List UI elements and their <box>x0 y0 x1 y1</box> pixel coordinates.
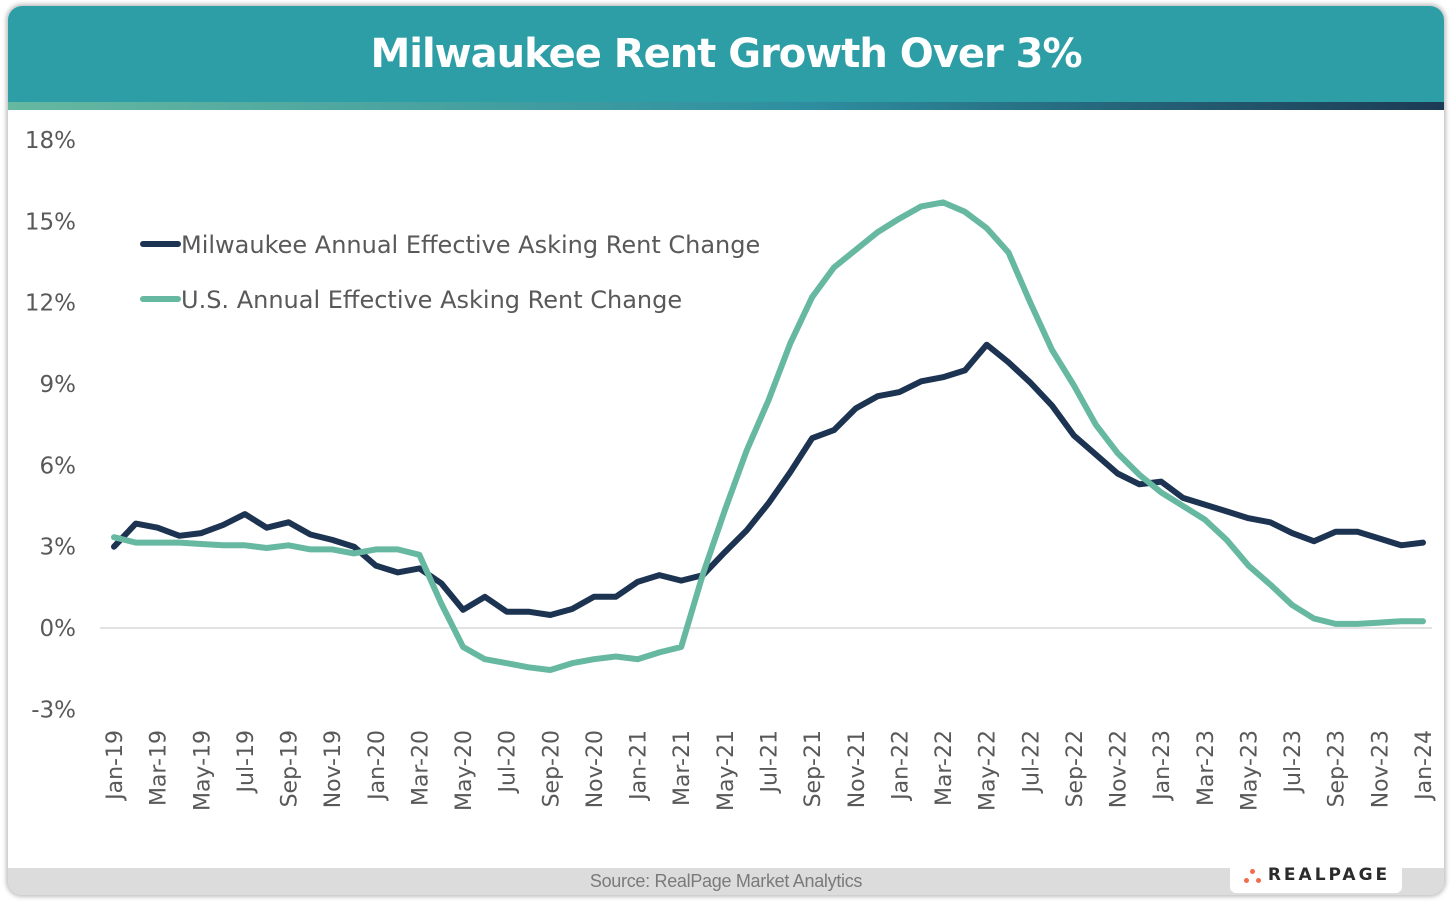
x-tick-label: May-23 <box>1237 730 1262 811</box>
y-tick-label: 15% <box>25 209 76 235</box>
y-tick-label: 0% <box>40 616 77 642</box>
x-tick-label: Jan-24 <box>1412 730 1437 802</box>
x-tick-label: May-20 <box>452 730 477 811</box>
x-tick-label: May-22 <box>976 730 1001 811</box>
logo-text: REALPAGE <box>1267 865 1391 885</box>
y-tick-label: 12% <box>25 291 76 317</box>
x-tick-label: Mar-23 <box>1194 730 1219 806</box>
milwaukee-series-line <box>111 341 1426 618</box>
y-tick-label: 3% <box>40 535 77 561</box>
x-tick-label: Jan-22 <box>888 730 913 802</box>
x-tick-label: Nov-19 <box>321 730 346 808</box>
x-tick-label: Jul-21 <box>758 730 783 794</box>
x-tick-label: Jul-23 <box>1281 730 1306 794</box>
x-tick-label: May-21 <box>714 730 739 811</box>
x-tick-label: Jul-19 <box>234 730 259 794</box>
x-tick-label: Sep-20 <box>539 730 564 807</box>
x-tick-label: Mar-19 <box>147 730 172 806</box>
us-series-line <box>111 199 1426 673</box>
x-tick-label: Sep-22 <box>1063 730 1088 807</box>
x-tick-label: Jan-21 <box>627 730 652 802</box>
chart-title: Milwaukee Rent Growth Over 3% <box>370 31 1082 77</box>
y-tick-label: 6% <box>40 453 77 479</box>
x-tick-label: Nov-21 <box>845 730 870 808</box>
x-tick-label: Sep-21 <box>801 730 826 807</box>
x-tick-label: Sep-23 <box>1325 730 1350 807</box>
x-tick-label: Nov-22 <box>1107 730 1132 808</box>
title-accent-strip <box>8 102 1444 110</box>
x-axis: Jan-19 Mar-19 May-19 Jul-19 Sep-19 Nov-19 Jan-… <box>103 730 1437 811</box>
y-tick-label: 9% <box>40 372 77 398</box>
title-bar: Milwaukee Rent Growth Over 3% <box>8 6 1444 102</box>
x-tick-label: Jan-19 <box>103 730 128 802</box>
chart-card: Milwaukee Rent Growth Over 3% Source: Re… <box>8 6 1444 895</box>
x-tick-label: Jul-20 <box>496 730 521 794</box>
source-note: Source: RealPage Market Analytics <box>589 871 863 891</box>
legend: Milwaukee Annual Effective Asking Rent C… <box>140 231 760 314</box>
legend-label-milwaukee: Milwaukee Annual Effective Asking Rent C… <box>181 231 760 259</box>
x-tick-label: Mar-20 <box>408 730 433 806</box>
y-axis: -3% 0% 3% 6% 9% 12% 15% 18% <box>25 128 76 723</box>
legend-label-us: U.S. Annual Effective Asking Rent Change <box>181 286 682 314</box>
y-tick-label: 18% <box>25 128 76 154</box>
logo-dots-icon <box>1242 867 1264 883</box>
x-tick-label: Mar-22 <box>932 730 957 806</box>
x-tick-label: Nov-20 <box>583 730 608 808</box>
x-tick-label: Nov-23 <box>1368 730 1393 808</box>
realpage-logo: REALPAGE <box>1230 857 1402 893</box>
x-tick-label: Jan-20 <box>365 730 390 802</box>
y-tick-label: -3% <box>31 697 76 723</box>
x-tick-label: Mar-21 <box>670 730 695 806</box>
x-tick-label: Sep-19 <box>278 730 303 807</box>
x-tick-label: Jan-23 <box>1150 730 1175 802</box>
footer: Source: RealPage Market Analytics <box>8 868 1444 895</box>
x-tick-label: May-19 <box>190 730 215 811</box>
x-tick-label: Jul-22 <box>1019 730 1044 794</box>
series-group <box>111 199 1426 673</box>
